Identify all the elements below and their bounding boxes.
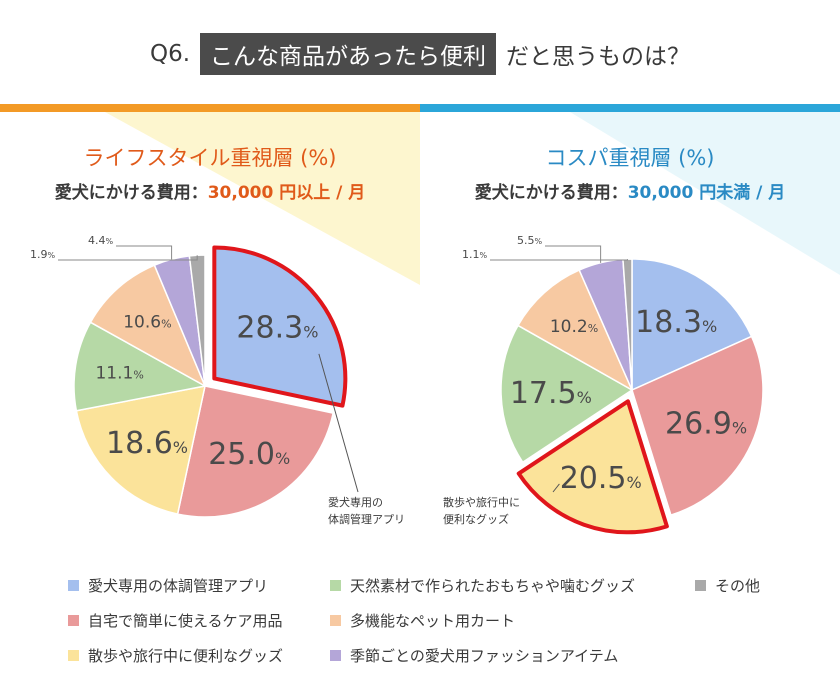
leader-line (116, 245, 173, 260)
left-bg-triangle (105, 112, 420, 285)
leader-line (490, 259, 628, 261)
slice-value-label: 11.1% (95, 363, 143, 383)
left-accent-bar (0, 104, 420, 112)
callout-label: 愛犬専用の体調管理アプリ (328, 495, 405, 526)
pie-slice (516, 399, 669, 535)
left-chart-title: ライフスタイル重視層 (%) (83, 146, 337, 170)
legend-item: 愛犬専用の体調管理アプリ (68, 575, 268, 596)
legend-item: 天然素材で作られたおもちゃや噛むグッズ (330, 575, 635, 596)
leader-line (545, 245, 602, 263)
legend-item: 多機能なペット用カート (330, 610, 515, 631)
right-chart-subtitle: 愛犬にかける費用：30,000 円未満 / 月 (420, 178, 840, 203)
pie-slice (631, 335, 764, 516)
pie-slice (176, 385, 334, 518)
callout-line (318, 353, 359, 493)
pie-slice (89, 264, 206, 387)
left-chart-subtitle: 愛犬にかける費用：30,000 円以上 / 月 (0, 178, 420, 203)
left-subtitle-prefix: 愛犬にかける費用： (54, 183, 208, 203)
legend-swatch (695, 580, 706, 591)
legend-swatch (330, 650, 341, 661)
legend-item: 季節ごとの愛犬用ファッションアイテム (330, 645, 618, 666)
legend-label: 愛犬専用の体調管理アプリ (88, 577, 269, 595)
title-highlight: こんな商品があったら便利 (200, 33, 497, 75)
right-accent-bar (420, 104, 840, 112)
right-chart-title: コスパ重視層 (%) (545, 146, 715, 170)
pie-slice (75, 385, 206, 515)
pie-slice (73, 321, 206, 412)
legend-label: 多機能なペット用カート (350, 612, 516, 630)
slice-value-label: 10.2% (550, 317, 598, 337)
pie-chart-2: 18.3%26.9%20.5%17.5%10.2%5.5%1.1%散歩や旅行中に… (443, 234, 764, 535)
page-title: Q6. こんな商品があったら便利 だと思うものは？ (0, 30, 840, 78)
legend-label: 散歩や旅行中に便利なグッズ (88, 647, 284, 665)
legend-label: 季節ごとの愛犬用ファッションアイテム (350, 647, 619, 665)
legend-label: その他 (715, 577, 761, 595)
legend-swatch (330, 580, 341, 591)
pie-slice (212, 245, 348, 408)
pie-slice (517, 269, 633, 391)
pie-slice (188, 254, 206, 387)
legend-item: その他 (695, 575, 760, 596)
callout-line (552, 483, 560, 493)
right-subtitle-prefix: 愛犬にかける費用： (474, 183, 628, 203)
left-subtitle-amount: 30,000 円以上 / 月 (207, 183, 366, 203)
legend-swatch (68, 615, 79, 626)
pie-slice (631, 258, 753, 391)
legend: 愛犬専用の体調管理アプリ 自宅で簡単に使えるケア用品 散歩や旅行中に便利なグッズ 天然… (68, 575, 828, 675)
slice-value-label: 4.4% (88, 234, 114, 247)
slice-value-label: 1.1% (462, 248, 488, 261)
legend-label: 自宅で簡単に使えるケア用品 (88, 612, 283, 630)
pie-chart-1: 28.3%25.0%18.6%11.1%10.6%4.4%1.9%愛犬専用の体調… (30, 234, 405, 526)
right-bg-triangle (570, 112, 840, 275)
leader-line (58, 255, 198, 261)
legend-swatch (330, 615, 341, 626)
legend-swatch (68, 580, 79, 591)
slice-value-label: 10.6% (123, 313, 171, 333)
pie-slice (500, 324, 633, 464)
legend-label: 天然素材で作られたおもちゃや噛むグッズ (350, 577, 636, 595)
slice-value-label: 1.9% (30, 248, 56, 261)
legend-item: 散歩や旅行中に便利なグッズ (68, 645, 283, 666)
callout-label: 散歩や旅行中に便利なグッズ (443, 495, 520, 526)
right-subtitle-amount: 30,000 円未満 / 月 (627, 183, 786, 203)
title-rest: だと思うものは？ (506, 44, 691, 70)
legend-swatch (68, 650, 79, 661)
legend-item: 自宅で簡単に使えるケア用品 (68, 610, 283, 631)
question-number: Q6. (149, 41, 191, 67)
slice-value-label: 5.5% (517, 234, 543, 247)
